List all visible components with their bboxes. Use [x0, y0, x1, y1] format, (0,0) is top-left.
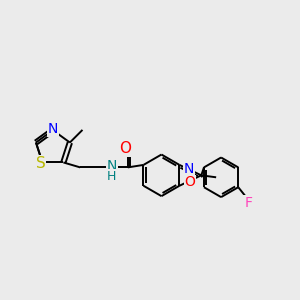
Text: O: O: [119, 141, 131, 156]
Text: F: F: [244, 196, 252, 210]
Text: N: N: [107, 159, 117, 173]
Text: S: S: [36, 156, 45, 171]
Text: H: H: [107, 170, 117, 183]
Text: N: N: [184, 162, 194, 176]
Text: O: O: [184, 175, 195, 189]
Text: N: N: [48, 122, 58, 136]
